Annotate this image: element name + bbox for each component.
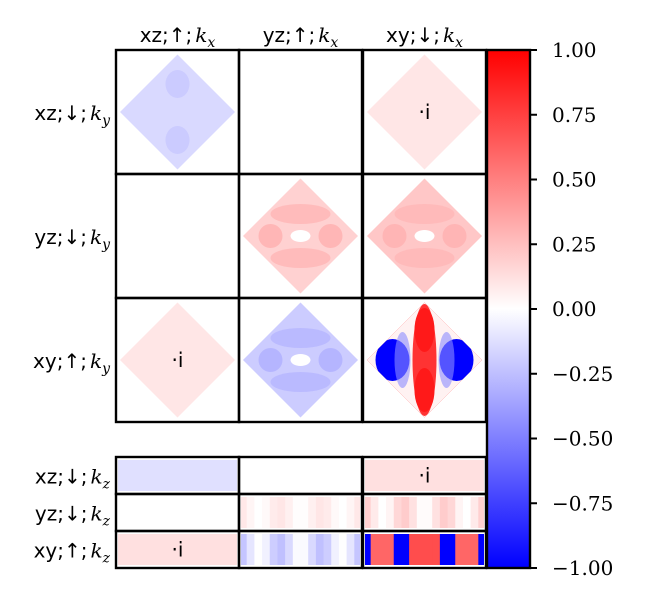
panel-kz-1-0 xyxy=(114,492,241,533)
row-label-kz-2: xy;↑; kz xyxy=(34,539,111,567)
row-label-ky-2: xy;↑; ky xyxy=(33,349,111,377)
panel-ky-2-0: ·i xyxy=(114,296,241,424)
axis-labels: xz;↑; kx yz;↑; kx xy;↓; kx xz;↓; ky yz;↓; ky xy;↑;… xyxy=(33,23,463,567)
colorbar: 1.00 0.75 0.50 0.25 0.00 −0.25 −0.50 −0.75 −1.00 xyxy=(485,38,613,580)
panel-kz-1-2 xyxy=(361,492,488,533)
colorbar-tick-label: −0.50 xyxy=(552,427,613,451)
colorbar-tick-label: 0.75 xyxy=(552,103,597,127)
column-label-0: xz;↑; kx xyxy=(140,23,216,51)
panel-kz-2-1 xyxy=(237,529,364,570)
row-label-ky-1: yz;↓; ky xyxy=(34,225,111,253)
colorbar-tick-label: 0.00 xyxy=(552,297,597,321)
panel-ky-1-2 xyxy=(361,172,488,300)
panel-ky-0-0 xyxy=(114,48,241,176)
colorbar-tick-label: −0.25 xyxy=(552,362,613,386)
panel-fill xyxy=(118,534,237,565)
panel-annotation: ·i xyxy=(172,538,184,562)
column-label-1: yz;↑; kx xyxy=(263,23,339,51)
panel-annotation: ·i xyxy=(419,100,431,124)
panel-fill xyxy=(120,54,235,170)
colorbar-tick-label: 0.50 xyxy=(552,168,597,192)
panel-kz-0-0 xyxy=(114,455,241,496)
panel-ky-0-1 xyxy=(237,48,364,176)
column-label-2: xy;↓; kx xyxy=(386,23,463,51)
panel-ky-2-2 xyxy=(361,296,488,424)
panel-fill xyxy=(365,460,484,491)
row-label-ky-0: xz;↓; ky xyxy=(34,101,111,129)
colorbar-tick-label: −1.00 xyxy=(552,556,613,580)
colorbar-gradient xyxy=(487,50,530,568)
panel-kz-2-0: ·i xyxy=(114,529,241,570)
panel-ky-0-2: ·i xyxy=(361,48,488,176)
row-label-kz-0: xz;↓; kz xyxy=(35,465,111,493)
panel-kz-0-1 xyxy=(237,455,364,496)
panel-annotation: ·i xyxy=(172,348,184,372)
panel-ky-1-0 xyxy=(114,172,241,300)
colorbar-tick-label: 1.00 xyxy=(552,38,597,62)
panel-ky-2-1 xyxy=(237,296,364,424)
colorbar-tick-label: 0.25 xyxy=(552,232,597,256)
panel-kz-0-2: ·i xyxy=(361,455,488,496)
panel-grid: ·i ·i ·i ·i xyxy=(114,48,488,570)
panel-kz-2-2 xyxy=(361,529,488,570)
panel-annotation: ·i xyxy=(419,464,431,488)
row-label-kz-1: yz;↓; kz xyxy=(35,502,111,530)
panel-kz-1-1 xyxy=(237,492,364,533)
panel-ky-1-1 xyxy=(237,172,364,300)
panel-fill xyxy=(118,460,237,491)
colorbar-tick-label: −0.75 xyxy=(552,491,613,515)
